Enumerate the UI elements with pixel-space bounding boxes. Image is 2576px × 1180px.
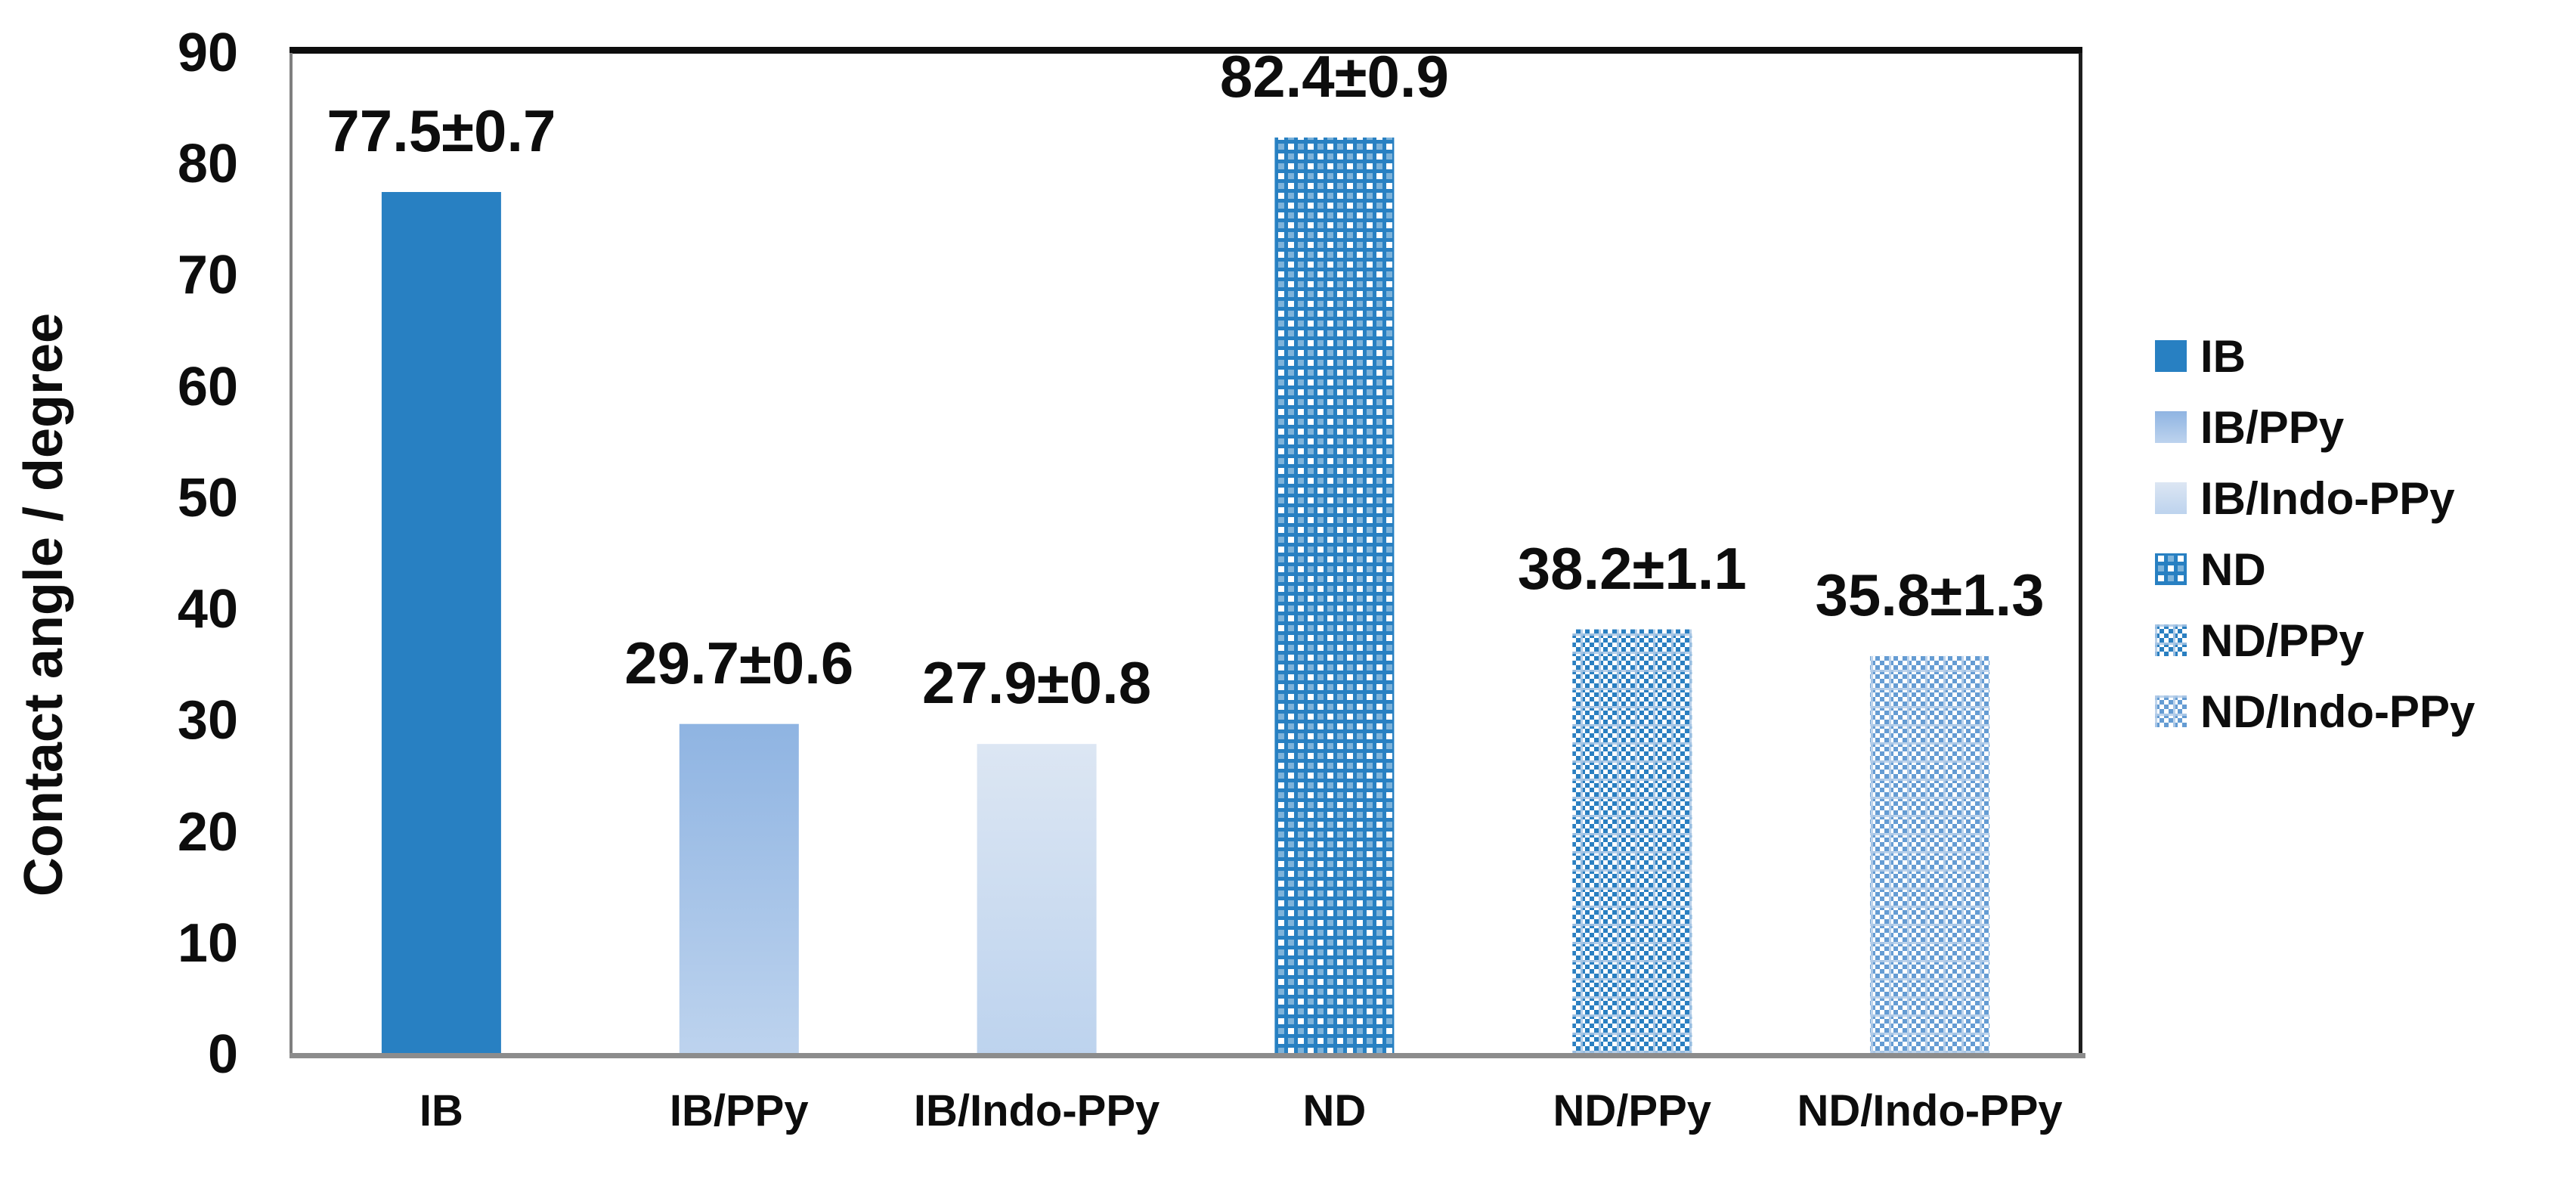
data-label: 38.2±1.1 (1517, 534, 1747, 602)
legend-label: ND/PPy (2200, 615, 2364, 666)
x-tick-label: ND (1302, 1086, 1367, 1135)
y-tick-label: 60 (177, 356, 238, 417)
legend-item: IB/PPy (2155, 401, 2475, 453)
x-tick-label: ND/PPy (1553, 1086, 1712, 1135)
y-tick-label: 0 (207, 1024, 238, 1085)
x-tick-label: IB/Indo-PPy (913, 1086, 1160, 1135)
x-tick-label: IB/PPy (669, 1086, 809, 1135)
legend-item: ND/PPy (2155, 615, 2475, 666)
legend-item: ND (2155, 544, 2475, 595)
plot-border-right (2079, 53, 2082, 1055)
plot-border-left (289, 53, 293, 1055)
y-tick-label: 90 (177, 23, 238, 83)
legend-label: IB (2200, 330, 2246, 382)
data-label: 27.9±0.8 (922, 649, 1152, 717)
bar-ND (1274, 137, 1395, 1055)
legend-swatch-icon (2155, 482, 2187, 514)
y-tick-label: 50 (177, 467, 238, 528)
data-label: 82.4±0.9 (1219, 42, 1449, 110)
y-tick-label: 30 (177, 690, 238, 751)
bar-ND/PPy (1572, 629, 1692, 1055)
bar-IB (381, 192, 501, 1055)
x-tick-label: ND/Indo-PPy (1797, 1086, 2063, 1135)
legend-item: ND/Indo-PPy (2155, 686, 2475, 737)
legend-label: ND/Indo-PPy (2200, 686, 2475, 737)
legend-item: IB/Indo-PPy (2155, 472, 2475, 524)
data-label: 77.5±0.7 (327, 98, 556, 165)
plot-area (381, 137, 1990, 1055)
data-label: 29.7±0.6 (624, 629, 854, 696)
bar-IB/PPy (679, 723, 799, 1055)
data-label: 35.8±1.3 (1815, 561, 2045, 628)
y-tick-label: 70 (177, 245, 238, 306)
y-tick-label: 20 (177, 801, 238, 863)
x-tick-label: IB (419, 1086, 463, 1135)
legend-label: IB/Indo-PPy (2200, 472, 2455, 524)
y-tick-label: 80 (177, 134, 238, 195)
legend: IB IB/PPy IB/Indo-PPy ND ND/PPy ND/Indo-PPy (2155, 330, 2475, 759)
y-tick-label: 40 (177, 579, 238, 640)
legend-swatch-icon (2155, 553, 2187, 585)
plot-border-top (289, 47, 2082, 54)
legend-label: IB/PPy (2200, 401, 2345, 453)
legend-label: ND (2200, 544, 2266, 595)
x-axis-line (289, 1053, 2085, 1058)
bar-ND/Indo-PPy (1870, 655, 1990, 1055)
y-tick-label: 10 (177, 912, 238, 974)
legend-swatch-icon (2155, 411, 2187, 443)
legend-item: IB (2155, 330, 2475, 382)
legend-swatch-icon (2155, 695, 2187, 727)
legend-swatch-icon (2155, 624, 2187, 656)
bar-IB/Indo-PPy (977, 744, 1097, 1055)
legend-swatch-icon (2155, 340, 2187, 372)
